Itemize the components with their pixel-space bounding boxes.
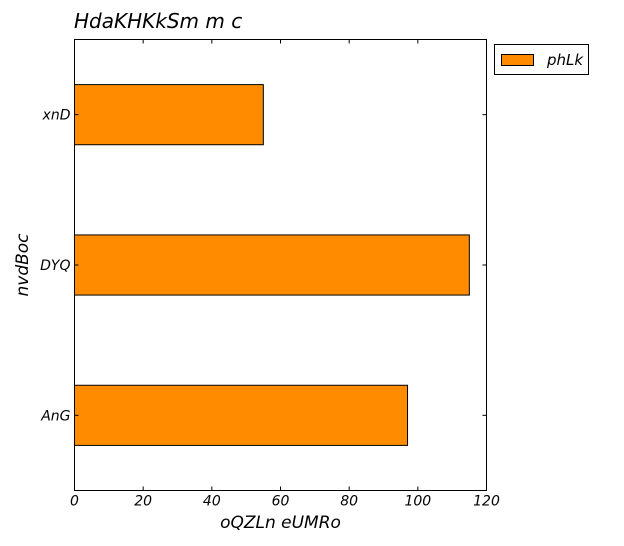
bar-AnG (74, 384, 409, 446)
x-tick-label-20: 20 (134, 494, 152, 510)
chart-title: HdaKHKkSm m c (74, 9, 242, 33)
y-tick-label-DYQ: DYQ (40, 258, 70, 274)
x-tick-label-100: 100 (404, 494, 431, 510)
legend-label: phLk (546, 51, 584, 69)
y-tick-label-AnG: AnG (40, 408, 70, 424)
bar-DYQ (74, 234, 470, 296)
x-tick-label-120: 120 (473, 494, 500, 510)
x-tick-label-60: 60 (272, 494, 290, 510)
x-tick-label-80: 80 (340, 494, 358, 510)
bar-xnD (74, 84, 264, 146)
x-tick-label-40: 40 (203, 494, 221, 510)
plot-frame (74, 39, 487, 491)
x-axis-label: oQZLn eUMRo (220, 513, 341, 533)
legend-swatch (501, 54, 534, 66)
bars-layer (74, 84, 470, 446)
legend: phLk (494, 44, 589, 75)
y-tick-label-xnD: xnD (42, 108, 71, 124)
y-axis-label: nvdBoc (13, 233, 33, 297)
x-tick-label-0: 0 (70, 494, 79, 510)
